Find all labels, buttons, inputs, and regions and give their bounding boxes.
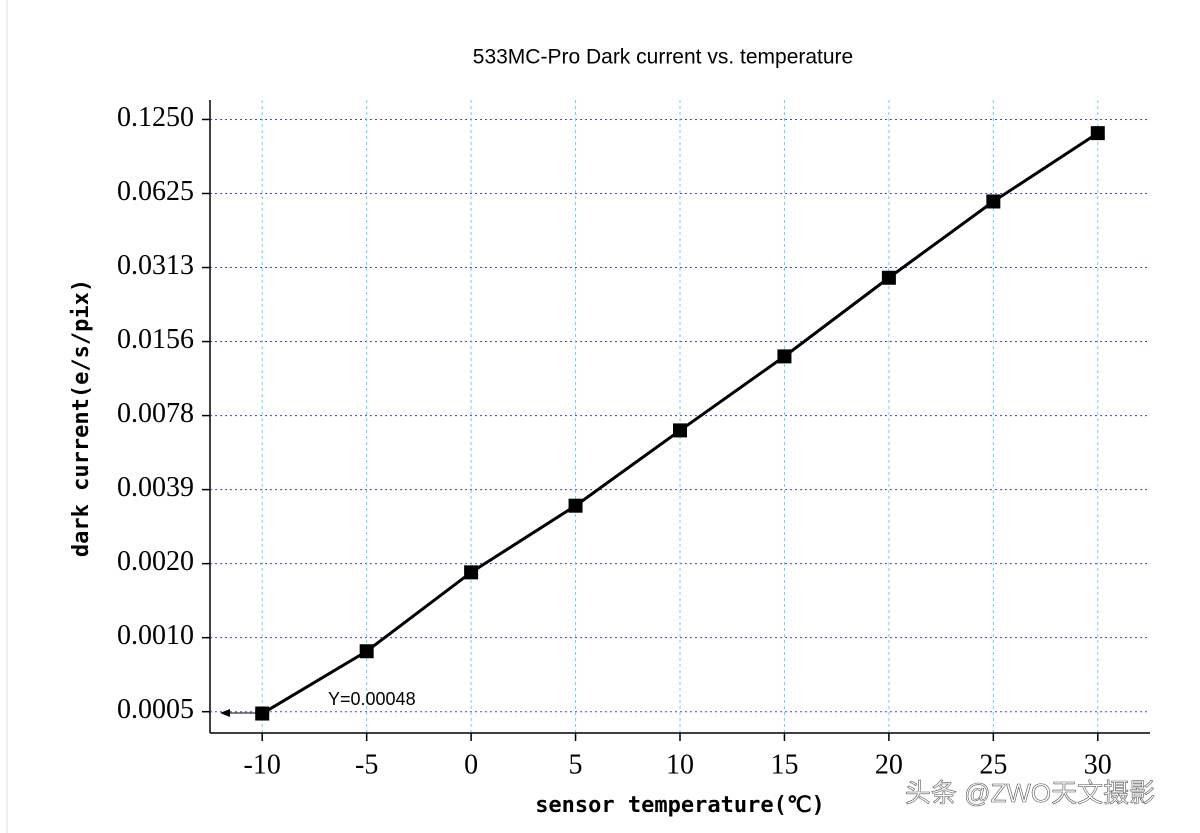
y-tick-label: 0.0625 (117, 176, 194, 207)
data-point (673, 423, 687, 438)
y-axis-label: dark current(e/s/pix) (69, 279, 94, 557)
x-tick-label: 10 (666, 749, 694, 780)
data-point (1090, 126, 1105, 141)
plot (255, 126, 1105, 721)
x-tick-label: 5 (569, 749, 583, 780)
x-axis-label: sensor temperature(℃) (535, 793, 825, 818)
x-tick-label: -10 (244, 749, 281, 780)
y-tick-label: 0.0010 (117, 620, 194, 651)
data-point (881, 270, 896, 285)
data-point (568, 498, 583, 513)
x-tick-label: 25 (979, 749, 1007, 780)
y-tick-label: 0.0039 (117, 472, 194, 503)
grid (210, 100, 1150, 733)
watermark: 头条 @ZWO天文摄影 (905, 778, 1155, 808)
y-tick-label: 0.0020 (117, 546, 194, 577)
data-point (255, 706, 270, 721)
data-point (464, 565, 479, 580)
x-tick-label: 0 (464, 749, 478, 780)
annotation: Y=0.00048 (328, 689, 416, 709)
y-tick-label: 0.0313 (117, 250, 194, 281)
annotation-arrowhead (220, 709, 230, 717)
x-tick-label: 30 (1084, 749, 1112, 780)
data-point (777, 349, 792, 364)
x-tick-label: 20 (875, 749, 903, 780)
y-tick-label: 0.0156 (117, 324, 194, 355)
x-tick-label: 15 (770, 749, 798, 780)
data-point (359, 644, 374, 659)
y-tick-label: 0.1250 (117, 102, 194, 133)
data-point (986, 194, 1001, 209)
chart-title: 533MC-Pro Dark current vs. temperature (473, 46, 853, 69)
y-tick-label: 0.0078 (117, 398, 194, 429)
y-tick-label: 0.0005 (117, 694, 194, 725)
x-tick-label: -5 (355, 749, 378, 780)
